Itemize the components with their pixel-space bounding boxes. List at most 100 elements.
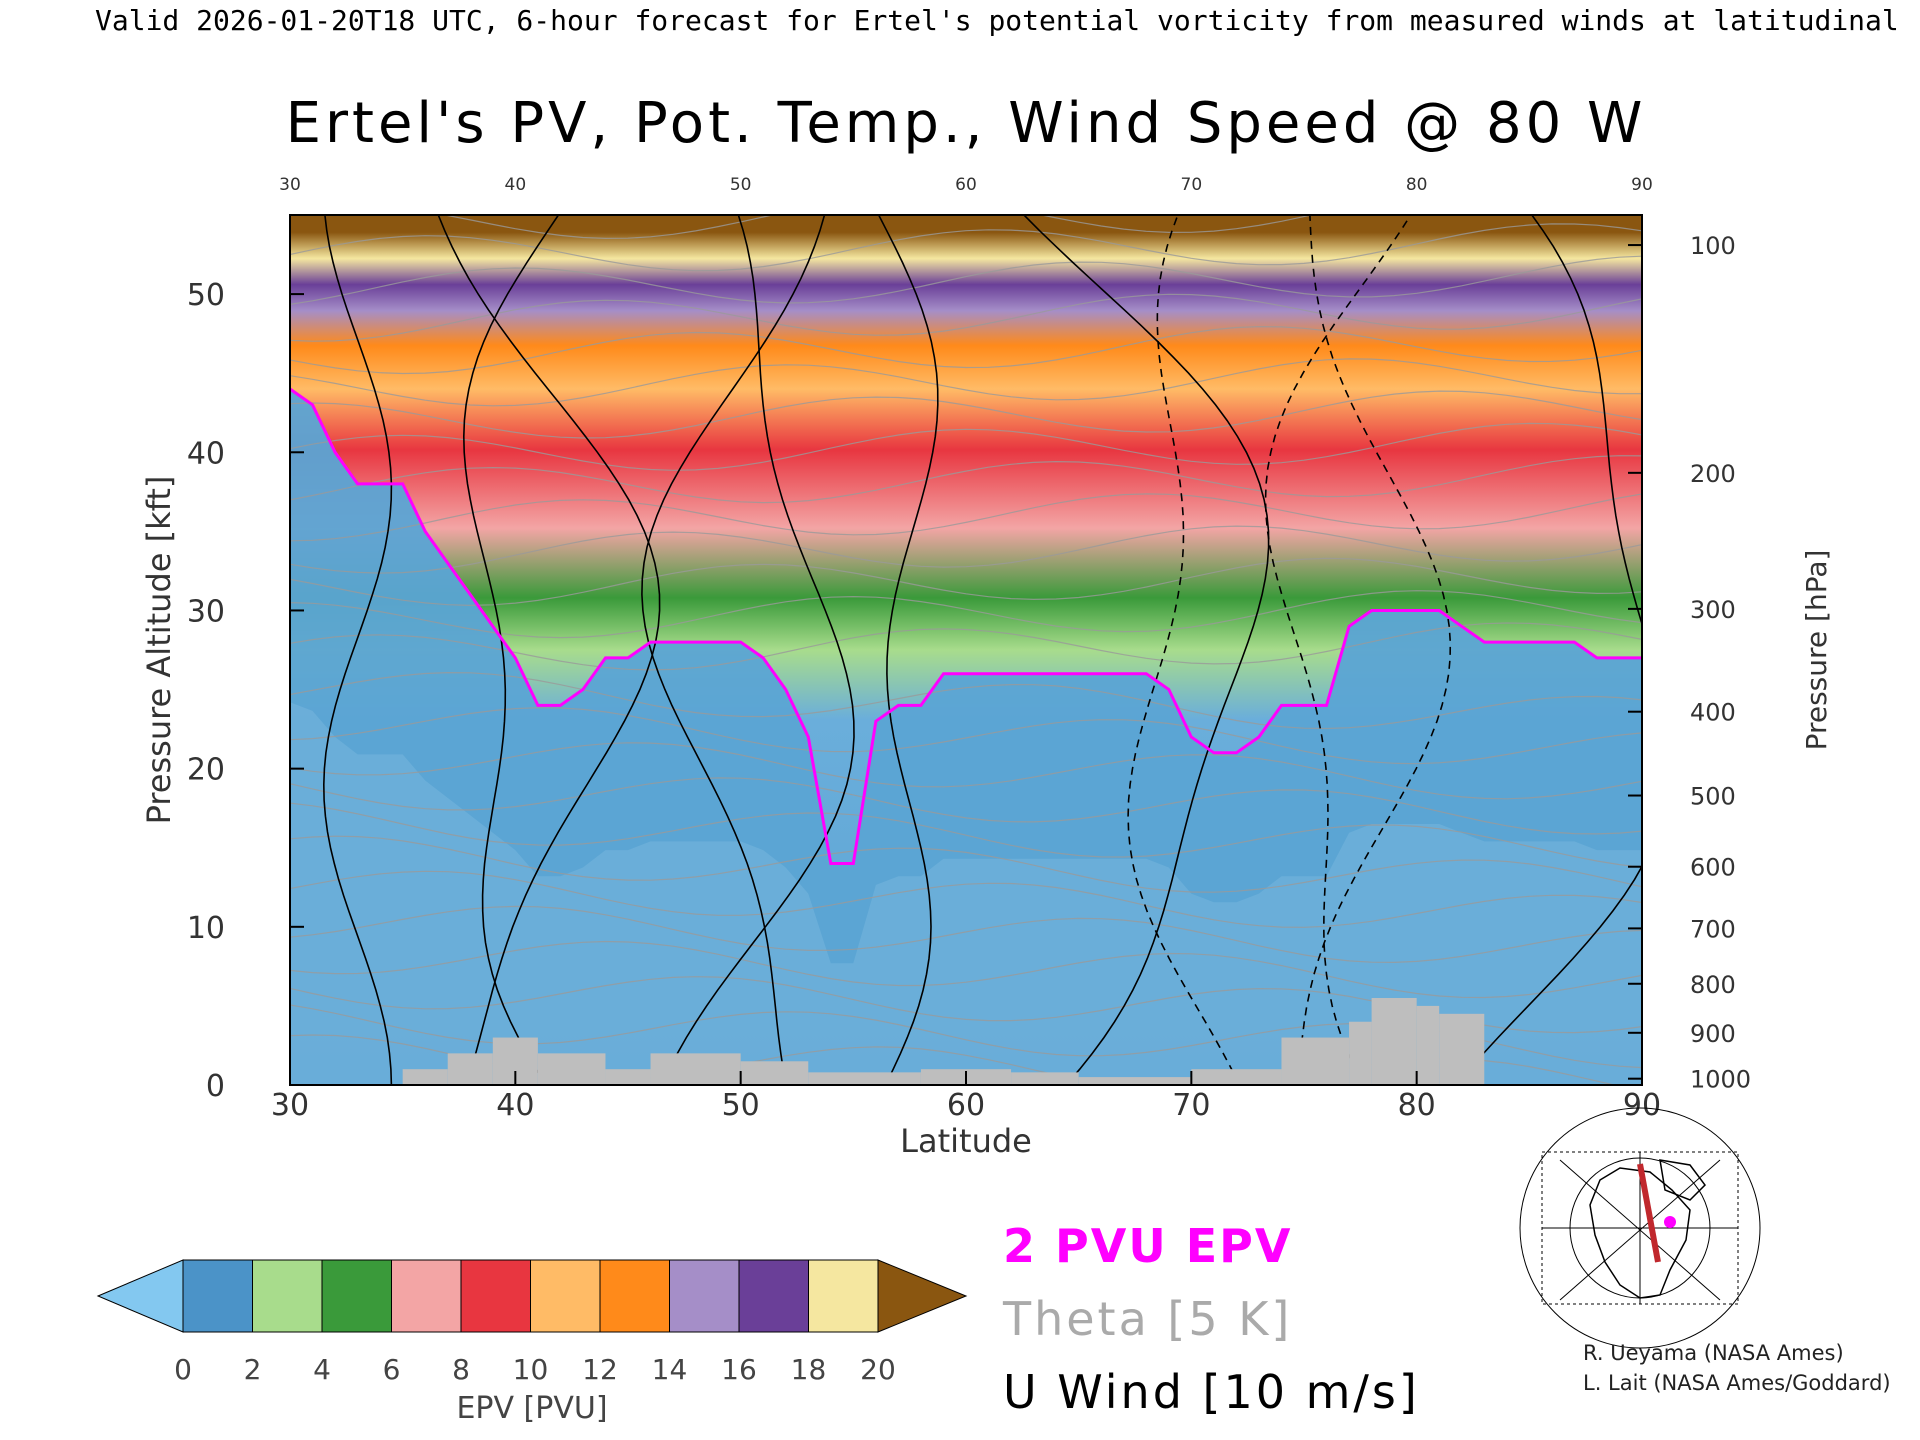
u-wind-contour: [661, 215, 855, 1085]
plot-area: 30 30 40 40 50 50 60 60 70 70 80 80 90 90 0 10 20 30 40 50…: [187, 175, 1751, 1123]
terrain-block: [808, 1072, 921, 1085]
pressure-tick-label: 200: [1690, 460, 1736, 488]
terrain-block: [1281, 1037, 1350, 1085]
theta-contour: [290, 590, 1642, 639]
theta-contour: [290, 390, 1642, 439]
colorbar-segment: [808, 1259, 879, 1333]
theta-contour: [290, 223, 1642, 272]
u-wind-contour: [877, 215, 939, 1085]
colorbar-segment: [599, 1259, 670, 1333]
pressure-tick-label: 100: [1690, 232, 1736, 260]
theta-contour: [290, 707, 1642, 765]
terrain-block: [1371, 998, 1417, 1085]
colorbar-tick-label: 12: [582, 1353, 618, 1386]
colorbar-tick-label: 2: [244, 1353, 262, 1386]
y-tick-label: 0: [206, 1069, 225, 1104]
theta-contour: [290, 802, 1642, 868]
theta-contour: [290, 622, 1642, 671]
terrain-block: [402, 1069, 448, 1085]
colorbar-tick-label: 8: [452, 1353, 470, 1386]
theta-contour: [290, 742, 1642, 800]
terrain-block: [1011, 1072, 1079, 1085]
pressure-tick-label: 500: [1690, 783, 1736, 811]
cross-section-track: [1637, 1163, 1661, 1263]
theta-contour: [290, 905, 1642, 964]
x-tick-label: 80: [1398, 1088, 1436, 1123]
terrain-block: [447, 1053, 493, 1085]
x-axis-label: Latitude: [900, 1122, 1032, 1160]
colorbar-segment: [321, 1259, 392, 1333]
epv-colorbar: 0 2 4 6 8 10 12 14 16 18 20: [96, 1259, 968, 1386]
x-tick-label: 90: [1623, 1088, 1661, 1123]
x-tick-label: 30: [271, 1088, 309, 1123]
credit-line-1: R. Ueyama (NASA Ames): [1583, 1341, 1844, 1365]
colorbar-tick-label: 16: [721, 1353, 757, 1386]
colorbar-tick-label: 4: [313, 1353, 331, 1386]
theta-contour: [290, 557, 1642, 607]
pressure-axis-label: Pressure [hPa]: [1800, 550, 1833, 751]
theta-contour: [290, 325, 1642, 375]
u-wind-contour: [1455, 215, 1642, 1085]
colorbar-tick-label: 18: [791, 1353, 827, 1386]
theta-contour: [290, 493, 1642, 542]
location-marker: [1664, 1216, 1676, 1228]
theta-contour: [290, 255, 1642, 305]
y-tick-label: 30: [187, 594, 225, 629]
theta-contour: [290, 525, 1642, 574]
colorbar-segment: [530, 1259, 601, 1333]
legend-u-wind: U Wind [10 m/s]: [1003, 1365, 1420, 1419]
theta-contour: [290, 671, 1642, 730]
colorbar-under-arrow: [96, 1259, 184, 1333]
x-tick-label: 60: [947, 1088, 985, 1123]
x-tick-label: 50: [722, 1088, 760, 1123]
x-tick-label: 40: [496, 1088, 534, 1123]
y-tick-label: 40: [187, 436, 225, 471]
terrain-block: [650, 1053, 741, 1085]
credit-line-2: L. Lait (NASA Ames/Goddard): [1583, 1371, 1891, 1395]
terrain-block: [740, 1061, 809, 1085]
terrain-block: [605, 1069, 651, 1085]
valid-time-header: Valid 2026-01-20T18 UTC, 6-hour forecast…: [95, 4, 1920, 37]
u-wind-contour: [462, 215, 560, 1085]
top-x-tick-label: 50: [730, 175, 752, 195]
u-wind-contour: [437, 215, 661, 1085]
terrain-block: [1078, 1077, 1192, 1085]
colorbar-tick-label: 6: [383, 1353, 401, 1386]
top-x-tick-label: 80: [1406, 175, 1428, 195]
colorbar-tick-label: 14: [652, 1353, 688, 1386]
colorbar-segment: [460, 1259, 531, 1333]
troposphere-region: [290, 389, 1642, 1085]
terrain-block: [537, 1053, 606, 1085]
top-x-tick-label: 40: [505, 175, 527, 195]
theta-contour: [290, 835, 1642, 893]
pressure-tick-label: 800: [1690, 971, 1736, 999]
x-axis-ticks: 30 30 40 40 50 50 60 60 70 70 80 80 90 90: [271, 175, 1661, 1123]
legend-pv-contour: 2 PVU EPV: [1003, 1219, 1292, 1273]
colorbar-segment: [252, 1259, 323, 1333]
u-wind-contour: [1264, 215, 1412, 1085]
pressure-tick-label: 1000: [1690, 1066, 1751, 1094]
troposphere-light-band: [290, 702, 1642, 1085]
top-x-tick-label: 70: [1181, 175, 1203, 195]
pressure-tick-label: 600: [1690, 854, 1736, 882]
u-wind-contours: [322, 215, 1642, 1085]
theta-contour: [290, 870, 1642, 928]
u-wind-contour: [641, 215, 826, 1085]
pressure-tick-label: 400: [1690, 699, 1736, 727]
pressure-axis-ticks: 100 200 300 400 500 600 700 800 900 1000: [1628, 232, 1751, 1094]
pressure-tick-label: 700: [1690, 915, 1736, 943]
y-tick-label: 50: [187, 278, 225, 313]
colorbar-segment: [669, 1259, 740, 1333]
two-pvu-contour: [290, 387, 1642, 865]
theta-contour: [290, 455, 1642, 504]
colorbar-segment: [738, 1259, 809, 1333]
u-wind-contour: [1023, 215, 1270, 1085]
legend-theta: Theta [5 K]: [1002, 1292, 1292, 1346]
theta-contour: [290, 777, 1642, 835]
y-axis-label: Pressure Altitude [kft]: [140, 476, 178, 825]
pressure-tick-label: 900: [1690, 1020, 1736, 1048]
colorbar-tick-label: 10: [513, 1353, 549, 1386]
y-tick-label: 20: [187, 753, 225, 788]
colorbar-segment: [391, 1259, 462, 1333]
